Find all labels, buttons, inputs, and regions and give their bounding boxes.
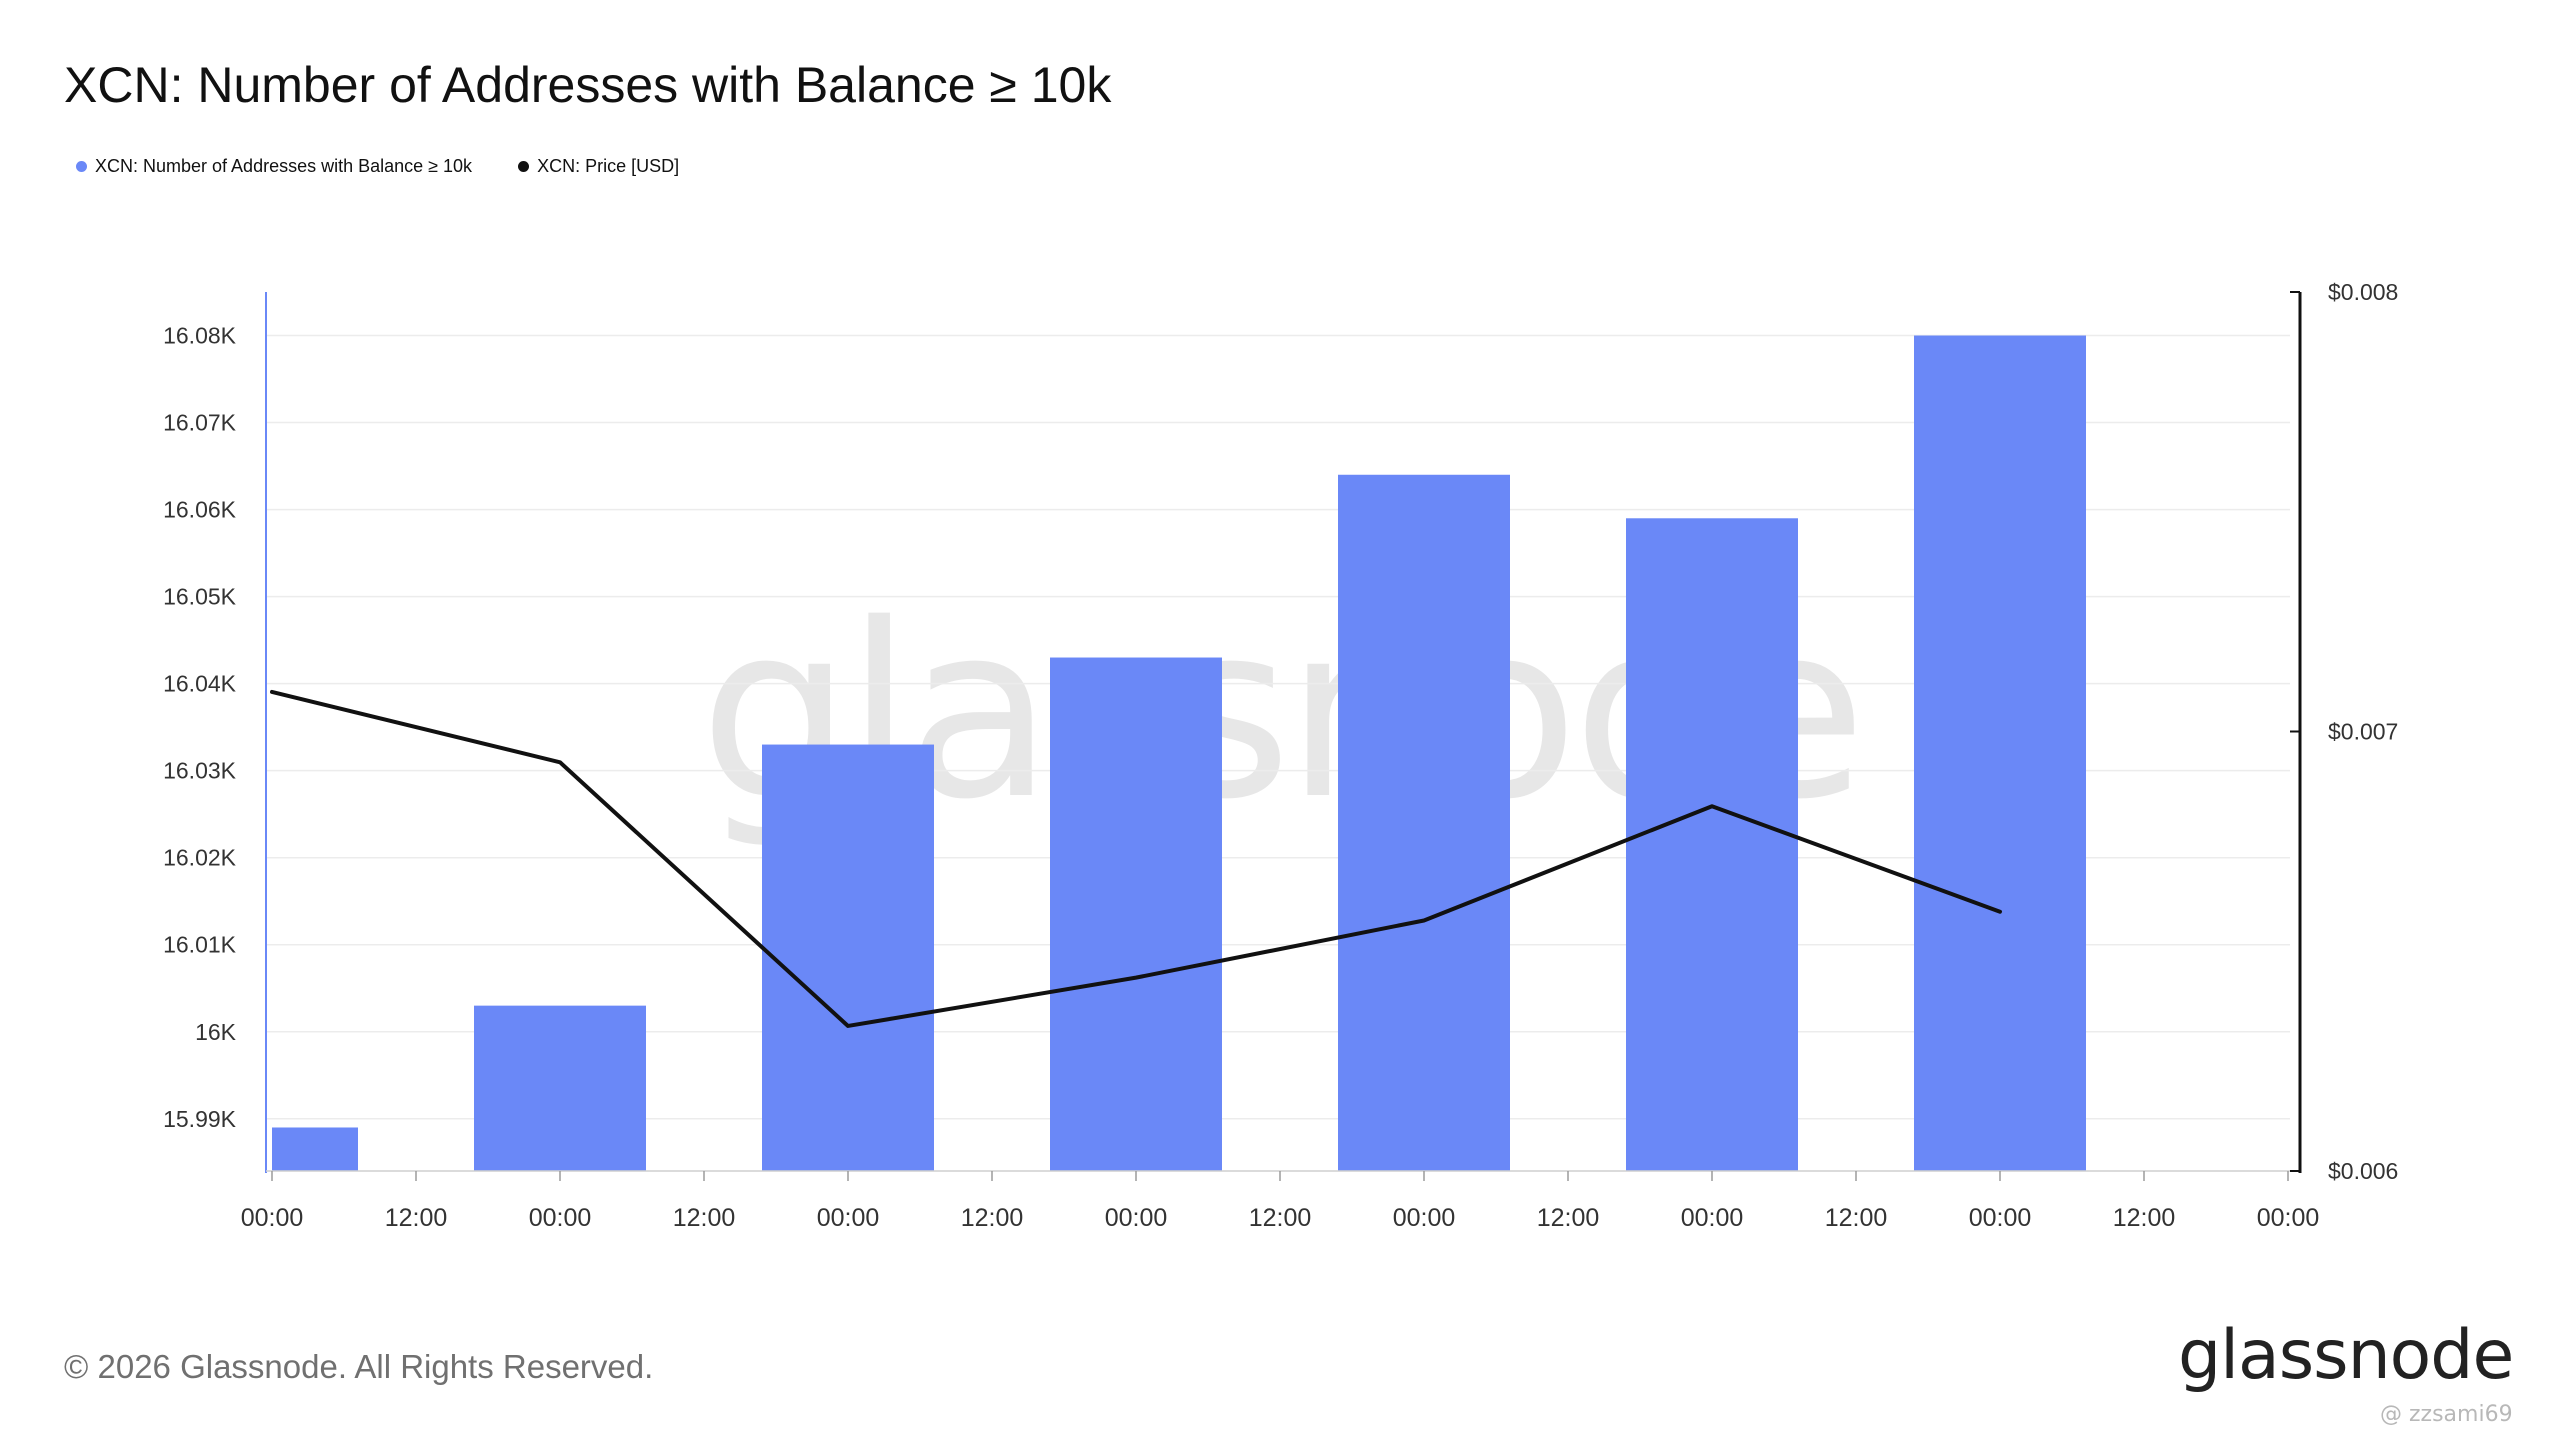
- x-tick-label: 00:00: [817, 1204, 880, 1232]
- left-tick-label: 15.99K: [163, 1106, 237, 1132]
- left-tick-label: 16.08K: [163, 323, 237, 349]
- x-tick-label: 12:00: [961, 1204, 1024, 1232]
- x-tick-label: 00:00: [1393, 1204, 1456, 1232]
- bar-layer: [272, 335, 2086, 1171]
- x-tick-label: 00:00: [241, 1204, 304, 1232]
- x-tick-label: 00:00: [1105, 1204, 1168, 1232]
- left-tick-label: 16.07K: [163, 410, 237, 436]
- legend-dot-addresses: [76, 161, 87, 172]
- left-tick-label: 16.02K: [163, 845, 237, 871]
- x-tick-label: 00:00: [529, 1204, 592, 1232]
- left-tick-label: 16.03K: [163, 758, 237, 784]
- footer-logo: glassnode: [2178, 1316, 2514, 1395]
- x-tick-label: 12:00: [673, 1204, 736, 1232]
- right-tick-label: $0.008: [2328, 279, 2398, 305]
- bar: [1626, 518, 1798, 1171]
- axis-layer: 15.99K 16K 16.01K 16.02K 16.03K 16.04K 16.05K 1…: [163, 279, 2398, 1232]
- legend: XCN: Number of Addresses with Balance ≥ …: [76, 156, 679, 177]
- legend-dot-price: [518, 161, 530, 172]
- bar: [1914, 335, 2086, 1171]
- x-tick-label: 12:00: [385, 1204, 448, 1232]
- footer-copyright: © 2026 Glassnode. All Rights Reserved.: [64, 1348, 654, 1385]
- x-tick-label: 12:00: [1249, 1204, 1312, 1232]
- line-layer: [270, 689, 2002, 1028]
- legend-item-price[interactable]: XCN: Price [USD]: [518, 156, 679, 177]
- x-tick-label: 12:00: [1537, 1204, 1600, 1232]
- left-tick-label: 16.05K: [163, 584, 237, 610]
- left-tick-label: 16.01K: [163, 932, 237, 958]
- bar: [762, 744, 934, 1171]
- left-tick-label: 16K: [195, 1019, 237, 1045]
- bar: [1050, 657, 1222, 1171]
- legend-label-addresses: XCN: Number of Addresses with Balance ≥ …: [95, 156, 473, 176]
- x-tick-label: 00:00: [2257, 1204, 2320, 1232]
- x-tick-label: 00:00: [1969, 1204, 2032, 1232]
- right-tick-label: $0.006: [2328, 1158, 2398, 1184]
- right-tick-label: $0.007: [2328, 719, 2398, 745]
- price-line: [270, 689, 2002, 1028]
- x-tick-label: 00:00: [1681, 1204, 1744, 1232]
- x-tick-label: 12:00: [2113, 1204, 2176, 1232]
- x-tick-label: 12:00: [1825, 1204, 1888, 1232]
- footer-handle: @ zzsami69: [2380, 1402, 2513, 1427]
- legend-label-price: XCN: Price [USD]: [537, 156, 680, 176]
- bar: [474, 1005, 646, 1171]
- left-tick-label: 16.04K: [163, 671, 237, 697]
- chart-title: XCN: Number of Addresses with Balance ≥ …: [64, 57, 1112, 113]
- bar: [1338, 474, 1510, 1171]
- legend-item-addresses[interactable]: XCN: Number of Addresses with Balance ≥ …: [76, 156, 472, 177]
- left-tick-label: 16.06K: [163, 497, 237, 523]
- bar: [272, 1127, 358, 1171]
